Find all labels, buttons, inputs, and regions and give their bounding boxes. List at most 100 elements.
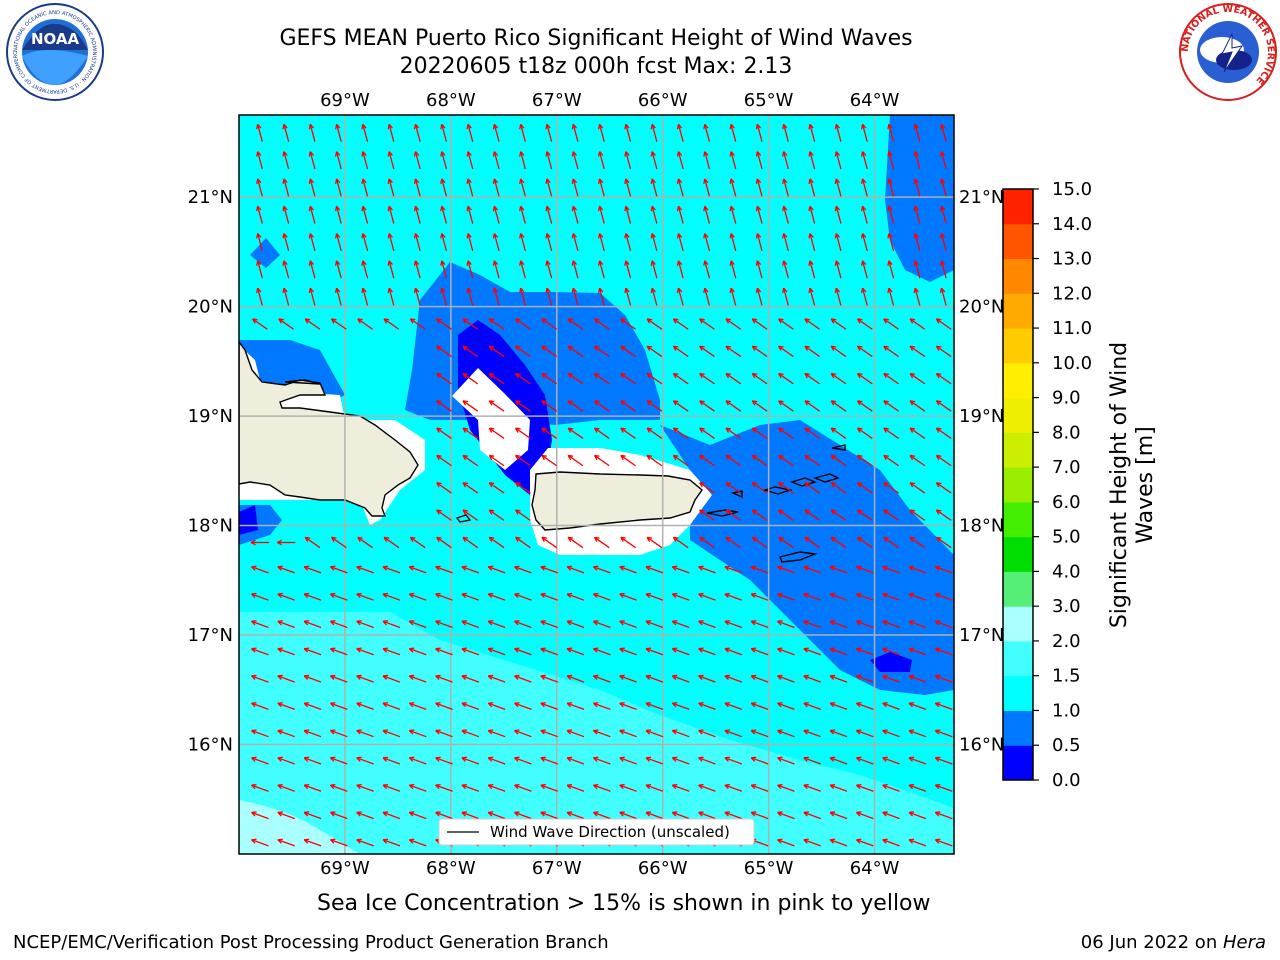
wave-arrow: [860, 287, 868, 306]
wave-arrow: [725, 427, 742, 439]
wave-arrow: [856, 318, 873, 330]
wave-arrow: [724, 565, 743, 574]
wave-arrow: [782, 205, 789, 224]
wave-arrow: [908, 592, 927, 601]
wave-arrow: [676, 233, 684, 252]
wave-arrow: [646, 427, 663, 439]
wave-arrow: [778, 482, 794, 494]
wave-arrow: [750, 620, 769, 629]
wave-arrow: [830, 536, 847, 549]
wave-arrow: [829, 729, 848, 738]
wave-arrow: [699, 454, 715, 467]
wave-arrow: [387, 260, 395, 279]
wave-arrow: [934, 729, 953, 738]
wave-arrow: [703, 178, 711, 197]
wave-arrow: [251, 756, 269, 765]
wave-arrow: [724, 702, 743, 710]
wave-arrow: [514, 811, 532, 820]
wave-arrow: [751, 536, 768, 549]
land-anegada: [831, 444, 846, 451]
wave-arrow: [882, 838, 900, 847]
colorbar-tick-label-4: 2.0: [1052, 631, 1081, 652]
wave-arrow: [834, 123, 842, 142]
wave-arrow: [698, 565, 716, 574]
wave-arrow: [308, 178, 316, 197]
wave-arrow: [883, 427, 899, 439]
wave-arrow: [461, 756, 480, 765]
wave-arrow: [541, 427, 558, 439]
wave-arrow: [883, 509, 899, 521]
wave-arrow: [277, 674, 295, 683]
wave-arrow: [829, 565, 848, 574]
wave-arrow: [856, 372, 873, 385]
wave-arrow: [387, 178, 395, 197]
wave-arrow: [251, 674, 269, 683]
wave-arrow: [883, 454, 899, 467]
wave-arrow: [803, 565, 821, 574]
wave-arrow: [251, 729, 269, 738]
wave-arrow: [698, 592, 716, 601]
wave-arrow: [303, 674, 322, 683]
wave-arrow: [440, 205, 448, 224]
wave-arrow: [882, 811, 900, 820]
wave-arrow: [908, 647, 927, 656]
lon-label-bottom-3: 66°W: [638, 858, 688, 879]
wave-arrow: [887, 233, 895, 252]
wave-arrow: [571, 178, 579, 197]
lat-label-right-5: 16°N: [959, 735, 1004, 756]
wave-arrow: [829, 756, 848, 765]
wave-arrow: [699, 372, 715, 385]
wave-arrow: [751, 454, 768, 467]
wave-arrow: [855, 702, 874, 710]
wave-arrow: [624, 233, 632, 252]
wave-arrow: [515, 454, 531, 467]
wave-arrow: [934, 565, 953, 574]
wave-arrow: [487, 647, 506, 656]
wave-arrow: [408, 592, 427, 601]
wave-arrow: [519, 260, 526, 279]
wave-arrow: [829, 620, 848, 629]
wave-arrow: [751, 427, 768, 439]
wave-arrow: [541, 318, 558, 330]
wave-arrow: [440, 123, 448, 142]
colorbar-tick-label-17: 15.0: [1052, 179, 1092, 200]
wave-arrow: [829, 592, 848, 601]
wave-arrow: [908, 620, 927, 629]
lat-label-left-5: 16°N: [188, 735, 233, 756]
wave-arrow: [356, 838, 374, 847]
wave-arrow: [645, 811, 664, 820]
wave-arrow: [334, 151, 342, 170]
colorbar-tick-label-3: 1.5: [1052, 666, 1081, 687]
wave-arrow: [413, 205, 421, 224]
field-band-0.0-0.5-southeast: [870, 652, 912, 672]
wave-arrow: [514, 592, 532, 601]
wave-arrow: [676, 178, 684, 197]
wave-arrow: [277, 756, 295, 765]
wave-arrow: [755, 151, 763, 170]
wave-arrow: [856, 400, 873, 412]
wave-arrow: [830, 345, 847, 358]
wave-arrow: [645, 756, 664, 765]
wave-arrow: [725, 372, 742, 385]
wave-arrow: [334, 178, 342, 197]
wave-arrow: [803, 647, 821, 656]
wave-arrow: [256, 205, 263, 224]
wave-arrow: [436, 482, 452, 494]
wave-arrow: [778, 318, 794, 330]
wave-arrow: [883, 372, 899, 385]
wave-arrow: [413, 233, 421, 252]
wave-arrow: [750, 756, 769, 765]
wave-arrow: [515, 318, 531, 330]
wave-arrow: [855, 674, 874, 683]
wave-arrow: [329, 729, 348, 738]
wave-arrow: [488, 536, 505, 549]
wave-arrow: [934, 620, 953, 629]
wave-arrow: [256, 123, 263, 142]
wave-arrow: [750, 783, 769, 792]
wave-arrow: [492, 233, 500, 252]
lon-label-top-1: 68°W: [426, 90, 476, 111]
wave-arrow: [834, 287, 842, 306]
wave-arrow: [751, 509, 768, 521]
colorbar-segment-10: [1003, 397, 1033, 433]
wave-arrow: [939, 260, 947, 279]
